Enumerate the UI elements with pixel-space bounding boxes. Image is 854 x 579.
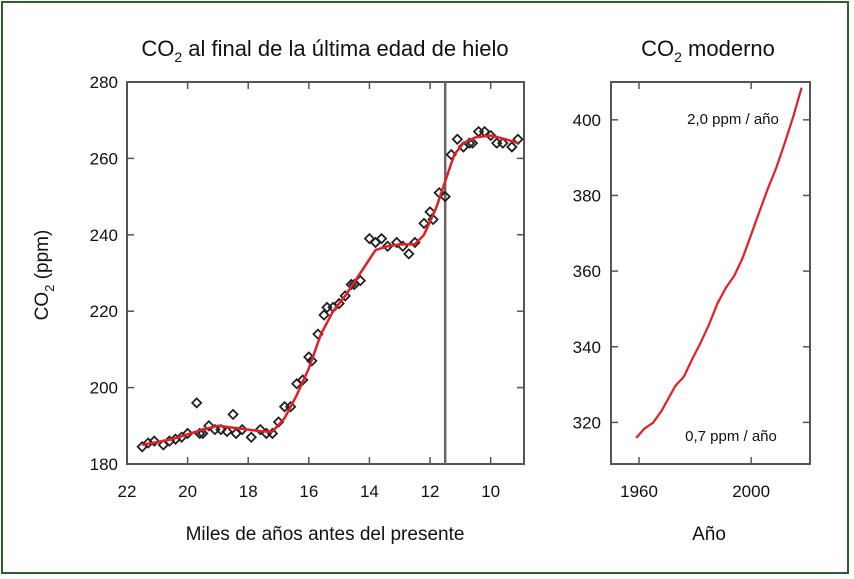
right-chart-title: CO2 moderno xyxy=(641,36,775,65)
fit-curve xyxy=(141,134,519,447)
left-x-axis-label: Miles de años antes del presente xyxy=(186,524,465,545)
right-plot-area xyxy=(610,81,811,465)
data-point xyxy=(497,137,509,149)
data-point xyxy=(203,420,215,432)
data-point xyxy=(245,431,258,444)
data-point xyxy=(439,190,451,203)
data-point xyxy=(484,129,497,142)
right-x-axis-label: Año xyxy=(692,524,726,545)
data-point xyxy=(190,397,203,409)
data-point xyxy=(403,248,415,260)
data-point xyxy=(424,206,436,218)
left-ticks-group: 22 20 18 16 14 12 10 180 200 220 240 260 280 xyxy=(90,73,524,501)
data-point xyxy=(306,355,318,367)
left-y-tick-label: 180 xyxy=(90,455,118,474)
left-data-marks xyxy=(136,82,524,464)
left-y-tick-label: 220 xyxy=(90,302,118,321)
left-y-tick-label: 200 xyxy=(90,379,118,398)
left-x-tick-label: 16 xyxy=(299,482,318,501)
left-x-tick-label: 10 xyxy=(481,482,500,501)
co2-modern-line xyxy=(635,87,803,439)
right-x-tick-label: 1960 xyxy=(620,482,658,501)
data-point xyxy=(363,232,376,245)
data-point xyxy=(221,425,233,438)
right-y-tick-label: 400 xyxy=(573,111,601,130)
left-chart-title: CO2 al final de la última edad de hielo xyxy=(141,36,508,65)
data-point xyxy=(390,236,403,249)
left-x-tick-label: 20 xyxy=(178,482,197,501)
data-point xyxy=(227,408,239,421)
right-y-tick-label: 360 xyxy=(573,262,601,281)
data-point xyxy=(181,427,194,440)
left-y-tick-label: 260 xyxy=(90,149,118,168)
left-y-axis-label: CO2 (ppm) xyxy=(32,230,57,321)
left-y-tick-label: 240 xyxy=(90,226,118,245)
data-point xyxy=(427,213,439,226)
data-point xyxy=(451,133,464,146)
data-point xyxy=(196,427,209,440)
data-point xyxy=(215,423,227,436)
left-x-tick-label: 22 xyxy=(118,482,137,501)
right-y-tick-label: 320 xyxy=(573,413,601,432)
data-point xyxy=(254,423,267,436)
data-point xyxy=(333,297,345,310)
left-x-tick-label: 12 xyxy=(421,482,440,501)
data-point xyxy=(472,125,485,138)
right-data-marks xyxy=(635,87,803,439)
data-point xyxy=(148,435,161,447)
annotation-top: 2,0 ppm / año xyxy=(687,111,779,128)
data-point xyxy=(506,141,518,153)
right-y-tick-label: 340 xyxy=(573,338,601,357)
data-point xyxy=(490,137,503,149)
data-point xyxy=(284,400,297,413)
data-point xyxy=(512,133,524,146)
annotation-bottom: 0,7 ppm / año xyxy=(685,428,777,445)
left-x-tick-label: 18 xyxy=(239,482,258,501)
data-point xyxy=(318,309,330,321)
right-x-tick-label: 2000 xyxy=(732,482,770,501)
data-point xyxy=(418,217,430,230)
data-point xyxy=(339,290,351,302)
left-x-tick-label: 14 xyxy=(360,482,379,501)
right-ticks-group: 1960 2000 320 340 360 380 400 xyxy=(573,82,810,501)
left-plot-area xyxy=(126,81,525,465)
right-y-tick-label: 380 xyxy=(573,186,601,205)
data-point xyxy=(466,137,479,149)
data-point xyxy=(375,232,388,245)
left-y-tick-label: 280 xyxy=(90,73,118,92)
